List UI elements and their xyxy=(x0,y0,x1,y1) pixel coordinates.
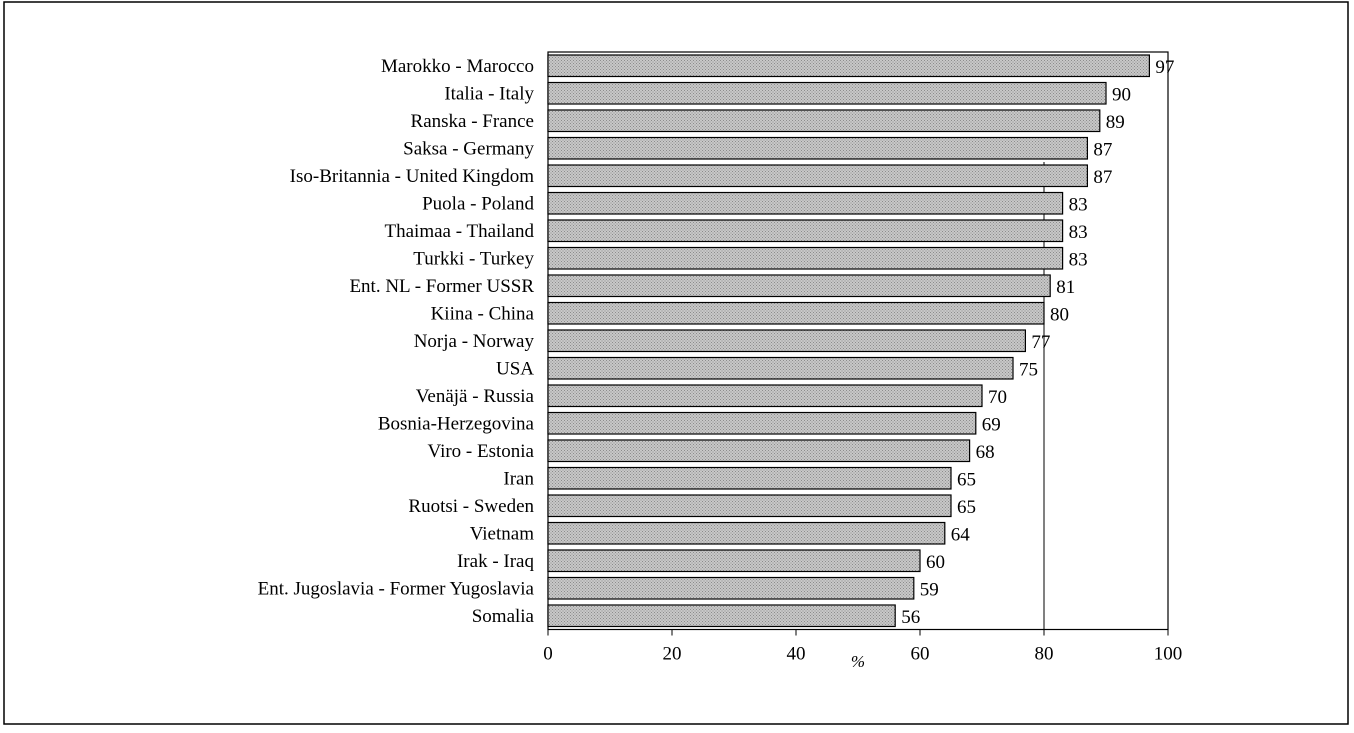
value-label: 70 xyxy=(988,387,1007,408)
value-label: 80 xyxy=(1050,304,1069,325)
value-label: 83 xyxy=(1069,222,1088,243)
bar xyxy=(547,356,1014,380)
value-label: 77 xyxy=(1031,332,1050,353)
bar xyxy=(547,219,1064,243)
bar xyxy=(547,439,971,463)
bar xyxy=(547,301,1045,325)
category-label: Somalia xyxy=(472,606,535,627)
x-tick-label: 60 xyxy=(911,644,930,665)
value-label: 65 xyxy=(957,497,976,518)
bar xyxy=(547,329,1026,353)
value-label: 65 xyxy=(957,469,976,490)
bar xyxy=(547,81,1107,105)
category-label: Norja - Norway xyxy=(414,331,535,352)
value-label: 90 xyxy=(1112,84,1131,105)
x-tick-label: 20 xyxy=(663,644,682,665)
bar xyxy=(547,604,896,628)
value-label: 97 xyxy=(1155,57,1174,78)
category-label: Puola - Poland xyxy=(422,193,534,214)
category-label: Ent. NL - Former USSR xyxy=(349,276,534,297)
category-label: Italia - Italy xyxy=(444,83,534,104)
value-label: 59 xyxy=(920,579,939,600)
x-tick-label: 0 xyxy=(543,644,553,665)
category-label: Turkki - Turkey xyxy=(413,248,534,269)
x-axis-title: % xyxy=(851,652,865,671)
bar xyxy=(547,54,1151,78)
bar xyxy=(547,109,1101,133)
category-label: Ent. Jugoslavia - Former Yugoslavia xyxy=(258,578,535,599)
x-tick-label: 40 xyxy=(787,644,806,665)
category-label: Viro - Estonia xyxy=(427,441,534,462)
category-label: Saksa - Germany xyxy=(403,138,534,159)
value-label: 60 xyxy=(926,552,945,573)
bar xyxy=(547,549,921,573)
value-label: 87 xyxy=(1093,167,1112,188)
value-label: 68 xyxy=(976,442,995,463)
value-label: 75 xyxy=(1019,359,1038,380)
bar xyxy=(547,164,1089,188)
x-tick-label: 80 xyxy=(1035,644,1054,665)
category-label: USA xyxy=(496,358,534,379)
bar xyxy=(547,191,1064,215)
category-label: Thaimaa - Thailand xyxy=(385,221,535,242)
category-label: Vietnam xyxy=(470,523,535,544)
bar xyxy=(547,136,1089,160)
value-label: 89 xyxy=(1106,112,1125,133)
value-label: 83 xyxy=(1069,194,1088,215)
category-label: Kiina - China xyxy=(431,303,535,324)
category-label: Ranska - France xyxy=(411,111,534,132)
bar xyxy=(547,494,952,518)
category-label: Venäjä - Russia xyxy=(416,386,535,407)
value-label: 64 xyxy=(951,524,971,545)
value-label: 81 xyxy=(1056,277,1075,298)
category-label: Bosnia-Herzegovina xyxy=(378,413,535,434)
plot-area: Marokko - Marocco 97 Italia - Italy 90 Ransk… xyxy=(258,51,1183,665)
category-label: Ruotsi - Sweden xyxy=(408,496,534,517)
bar xyxy=(547,576,915,600)
bar xyxy=(547,521,946,545)
x-tick-label: 100 xyxy=(1154,644,1183,665)
category-label: Iso-Britannia - United Kingdom xyxy=(290,166,535,187)
bar xyxy=(547,274,1051,298)
outer-border xyxy=(3,1,1349,725)
category-label: Irak - Iraq xyxy=(457,551,535,572)
bar xyxy=(547,466,952,490)
bar xyxy=(547,411,977,435)
bar xyxy=(547,384,983,408)
category-label: Marokko - Marocco xyxy=(381,56,534,77)
value-label: 56 xyxy=(901,607,920,628)
category-label: Iran xyxy=(503,468,534,489)
value-label: 69 xyxy=(982,414,1001,435)
bar xyxy=(547,246,1064,270)
value-label: 87 xyxy=(1093,139,1112,160)
value-label: 83 xyxy=(1069,249,1088,270)
